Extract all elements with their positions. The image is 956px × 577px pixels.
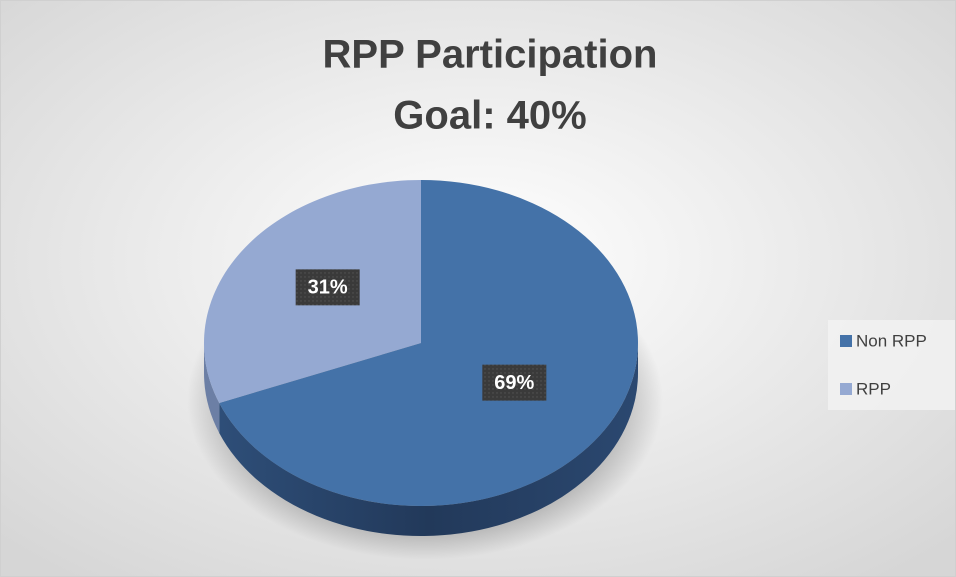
slice-side xyxy=(219,343,638,537)
slice xyxy=(219,180,638,506)
data-label-box xyxy=(482,364,547,401)
slice-side xyxy=(204,343,220,434)
chart-title: RPP Participation xyxy=(323,33,658,77)
data-label: 31% xyxy=(308,277,348,299)
legend-label: Non RPP xyxy=(856,331,927,350)
data-label: 69% xyxy=(494,372,534,394)
legend-swatch xyxy=(840,335,852,347)
legend-swatch xyxy=(840,383,852,395)
chart-subtitle: Goal: 40% xyxy=(393,94,586,138)
legend-label: RPP xyxy=(856,379,891,398)
data-label-box xyxy=(295,269,360,306)
